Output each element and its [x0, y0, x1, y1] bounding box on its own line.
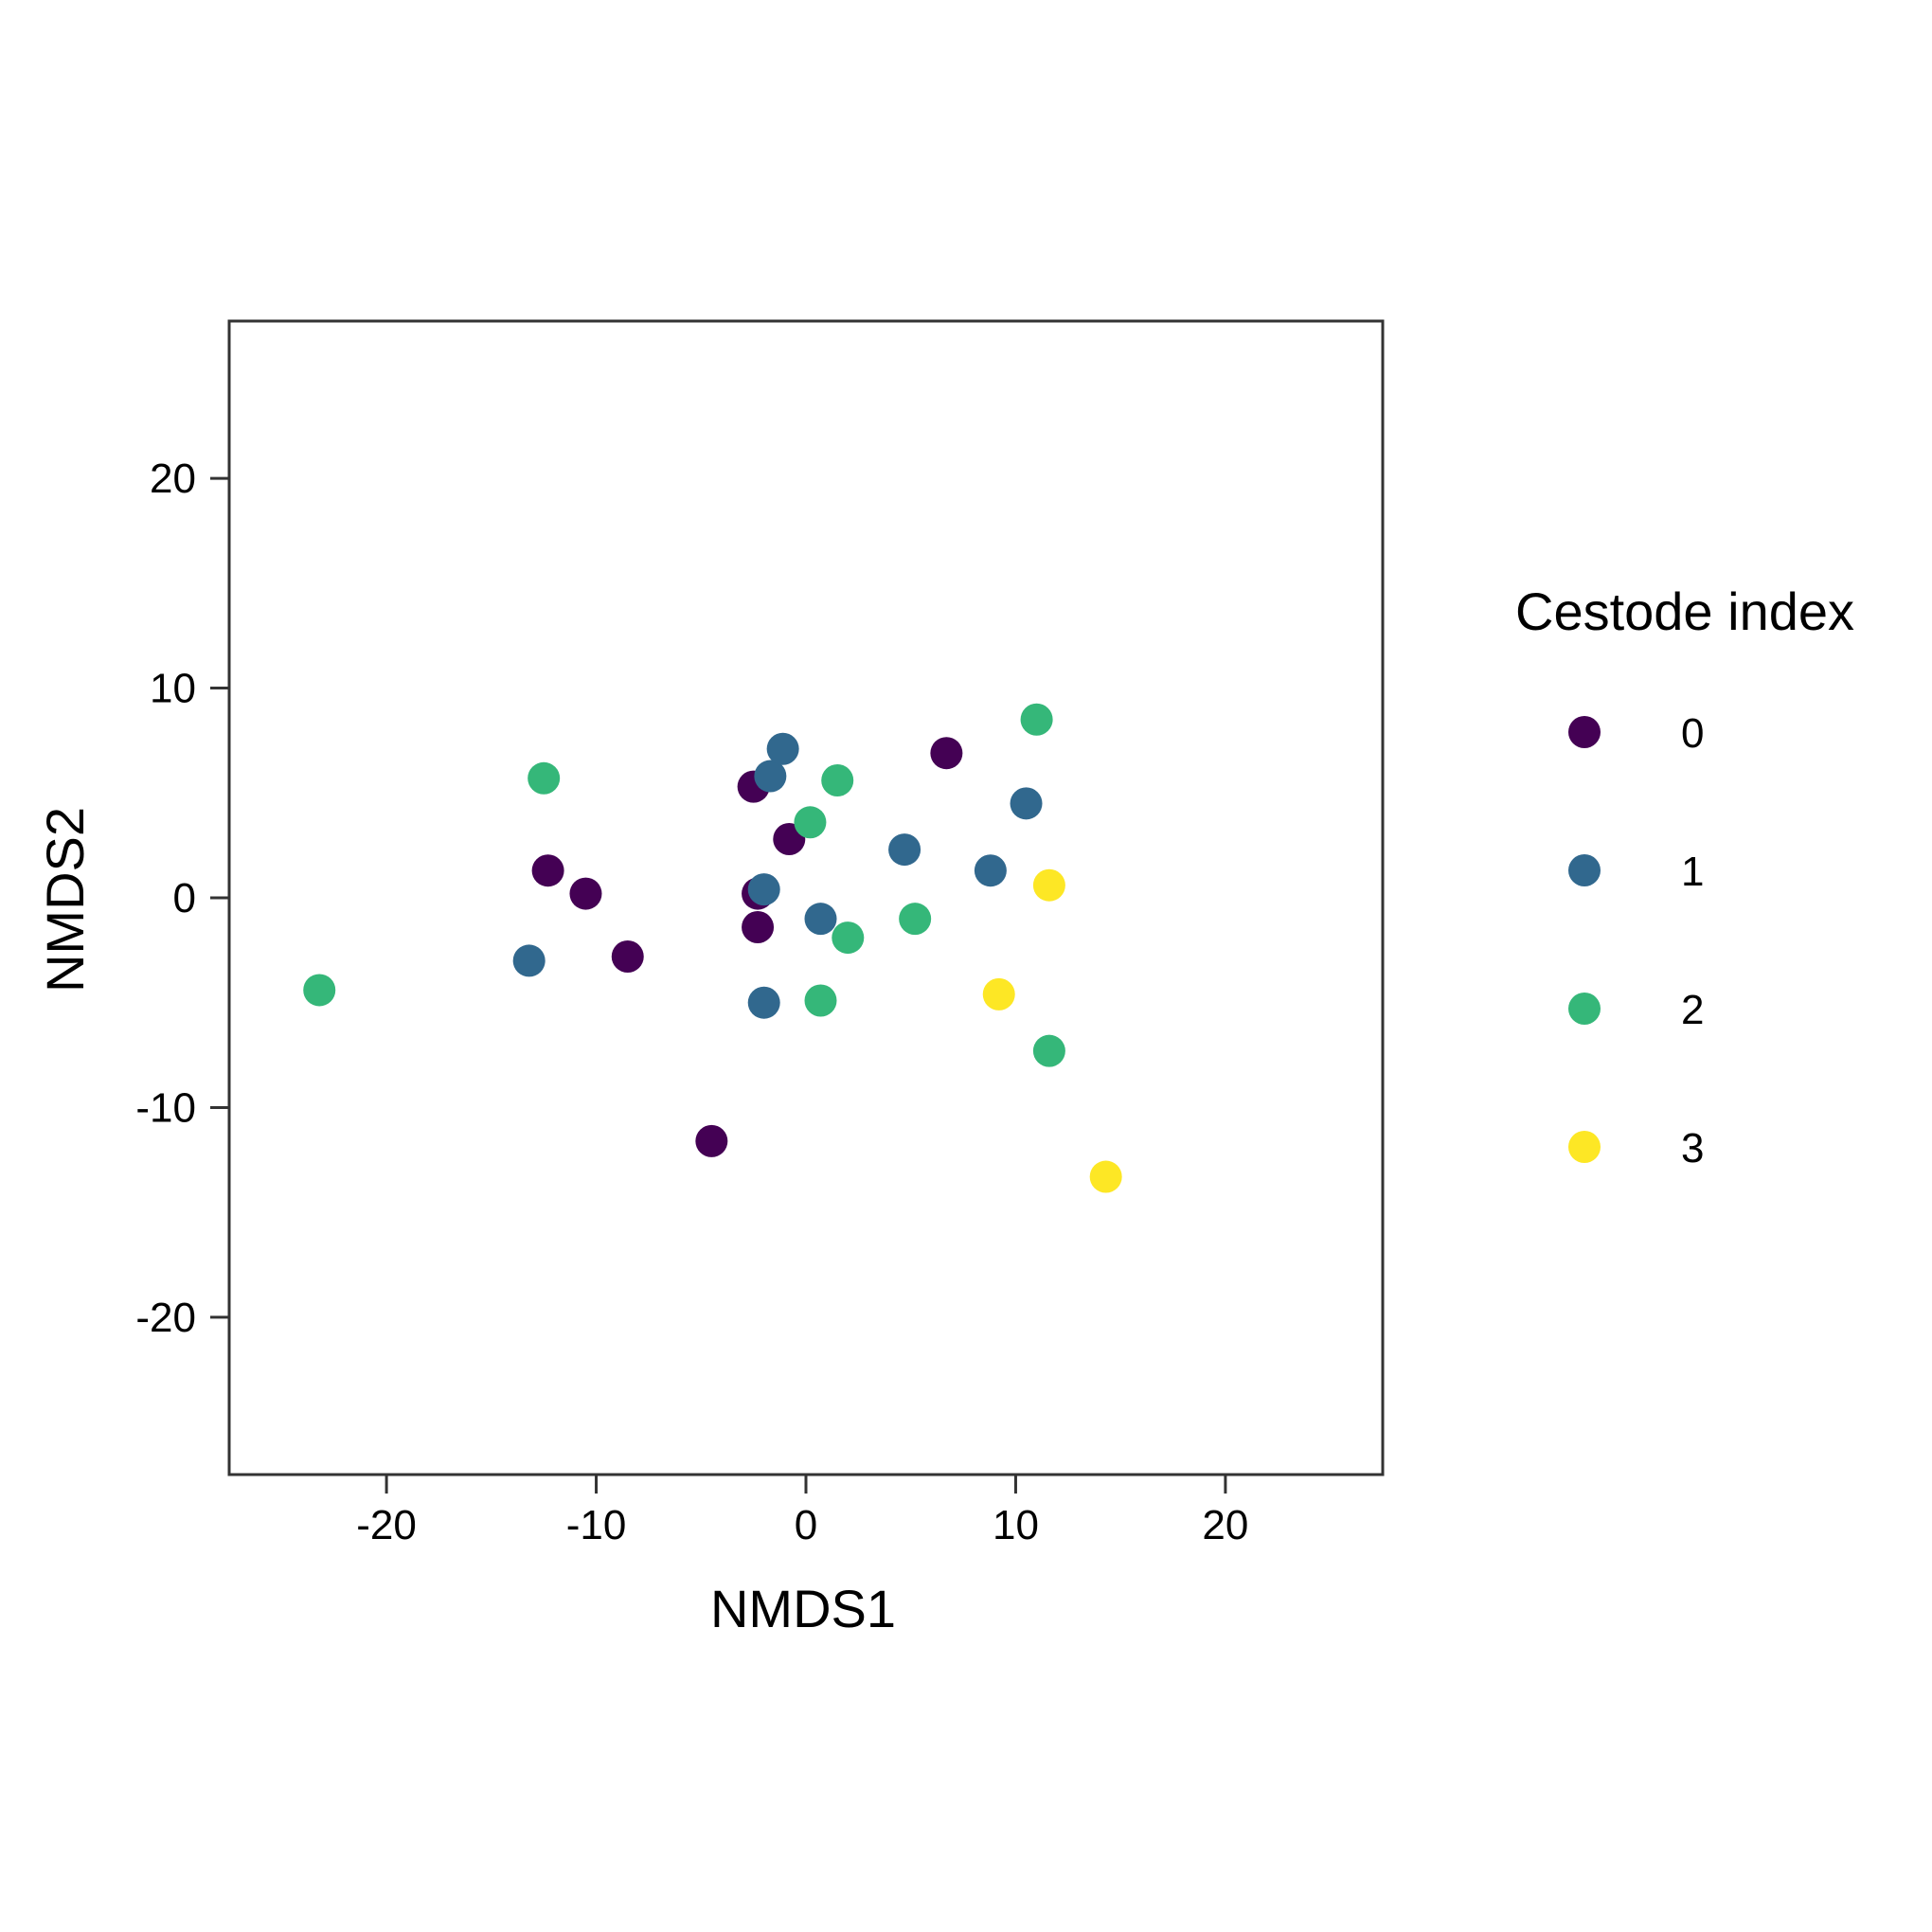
legend-label-2: 2 — [1681, 987, 1704, 1033]
data-point-series-0 — [695, 1124, 728, 1157]
y-tick-label: -20 — [135, 1295, 196, 1341]
data-point-series-1 — [888, 833, 921, 867]
data-point-series-1 — [754, 760, 787, 793]
data-points — [303, 703, 1122, 1193]
x-tick-label: -10 — [566, 1502, 627, 1548]
data-point-series-2 — [794, 806, 827, 839]
legend-key-0 — [1568, 716, 1601, 748]
legend-label-0: 0 — [1681, 710, 1704, 757]
data-point-series-2 — [899, 903, 932, 936]
x-tick-label: 10 — [993, 1502, 1039, 1548]
data-point-series-2 — [1020, 703, 1053, 736]
data-point-series-3 — [1032, 868, 1065, 902]
x-tick-label: 0 — [795, 1502, 817, 1548]
data-point-series-1 — [974, 854, 1007, 887]
data-point-series-2 — [528, 761, 561, 795]
data-point-series-2 — [832, 921, 865, 955]
legend-items: 0 1 2 3 — [1568, 710, 1704, 1172]
y-axis: -20 -10 0 10 20 — [135, 456, 229, 1341]
data-point-series-3 — [982, 977, 1015, 1011]
y-tick-label: 0 — [173, 875, 196, 921]
y-tick-label: -10 — [135, 1084, 196, 1131]
x-tick-label: -20 — [356, 1502, 417, 1548]
data-point-series-1 — [512, 944, 546, 977]
data-point-series-0 — [531, 854, 564, 887]
legend-key-1 — [1568, 854, 1601, 886]
data-point-series-1 — [747, 873, 780, 906]
data-point-series-2 — [303, 974, 336, 1007]
data-point-series-1 — [747, 986, 780, 1019]
data-point-series-0 — [569, 877, 602, 910]
x-axis: -20 -10 0 10 20 — [356, 1475, 1248, 1548]
y-tick-label: 10 — [150, 666, 196, 712]
x-tick-label: 20 — [1202, 1502, 1248, 1548]
x-axis-title: NMDS1 — [710, 1579, 896, 1638]
data-point-series-0 — [611, 940, 644, 974]
legend: Cestode index 0 1 2 3 — [1515, 581, 1854, 1172]
legend-label-1: 1 — [1681, 849, 1704, 895]
y-axis-title: NMDS2 — [35, 807, 95, 993]
legend-key-3 — [1568, 1131, 1601, 1163]
data-point-series-0 — [742, 911, 775, 944]
data-point-series-1 — [1010, 787, 1043, 820]
data-point-series-3 — [1089, 1160, 1122, 1193]
data-point-series-2 — [821, 763, 854, 796]
y-tick-label: 20 — [150, 456, 196, 502]
legend-label-3: 3 — [1681, 1125, 1704, 1172]
legend-key-2 — [1568, 993, 1601, 1025]
data-point-series-1 — [804, 903, 837, 936]
data-point-series-2 — [804, 984, 837, 1017]
data-point-series-0 — [930, 737, 963, 770]
data-point-series-2 — [1032, 1034, 1065, 1067]
legend-title: Cestode index — [1515, 581, 1854, 641]
data-point-series-1 — [766, 732, 799, 765]
